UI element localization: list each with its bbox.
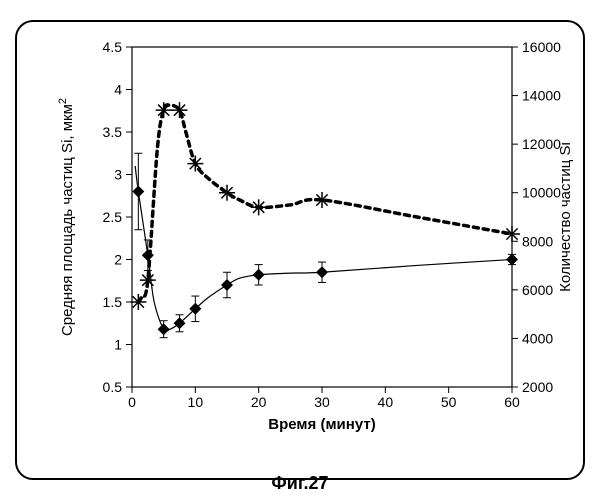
y1-tick-label: 2.5 [103,209,123,225]
x-tick-label: 60 [504,394,520,410]
asterisk-marker [504,226,520,242]
x-axis-label: Время (минут) [268,416,375,433]
x-tick-label: 20 [251,394,267,410]
asterisk-marker [172,102,188,118]
figure-caption: Фиг.27 [0,473,600,494]
diamond-marker [221,279,233,291]
x-tick-label: 0 [128,394,136,410]
y2-tick-label: 10000 [522,185,561,201]
y1-tick-label: 1 [114,337,122,353]
diamond-marker [158,323,170,335]
y2-tick-label: 8000 [522,233,553,249]
diamond-marker [142,249,154,261]
asterisk-marker [187,156,203,172]
diamond-marker [253,269,265,281]
y2-tick-label: 6000 [522,282,553,298]
y2-tick-label: 14000 [522,88,561,104]
y1-tick-label: 3.5 [103,124,123,140]
asterisk-marker [140,272,156,288]
y1-axis-label: Средняя площадь частиц Si, мкм2 [57,98,76,336]
y1-tick-label: 0.5 [103,379,123,395]
asterisk-marker [314,192,330,208]
y1-tick-label: 3 [114,167,122,183]
figure-frame: 0 10 20 30 40 50 60 0.5 1 1.5 2 2.5 3 3.5 4 4.5 2000 4000… [15,20,585,480]
x-tick-label: 50 [441,394,457,410]
diamond-marker [316,266,328,278]
y1-tick-label: 2 [114,252,122,268]
asterisk-marker [130,294,146,310]
y2-tick-label: 4000 [522,330,553,346]
y1-tick-label: 4.5 [103,39,123,55]
y2-axis-label: Количество частиц Si [557,142,574,292]
plot-area [132,47,512,387]
y1-tick-label: 1.5 [103,294,123,310]
diamond-marker [132,186,144,198]
x-tick-label: 40 [378,394,394,410]
x-tick-label: 30 [314,394,330,410]
y2-tick-label: 16000 [522,39,561,55]
chart-canvas: 0 10 20 30 40 50 60 0.5 1 1.5 2 2.5 3 3.5 4 4.5 2000 4000… [17,22,583,442]
y1-tick-label: 4 [114,82,122,98]
asterisk-marker [251,199,267,215]
x-tick-label: 10 [188,394,204,410]
y2-tick-label: 2000 [522,379,553,395]
diamond-marker [506,254,518,266]
y2-tick-label: 12000 [522,136,561,152]
